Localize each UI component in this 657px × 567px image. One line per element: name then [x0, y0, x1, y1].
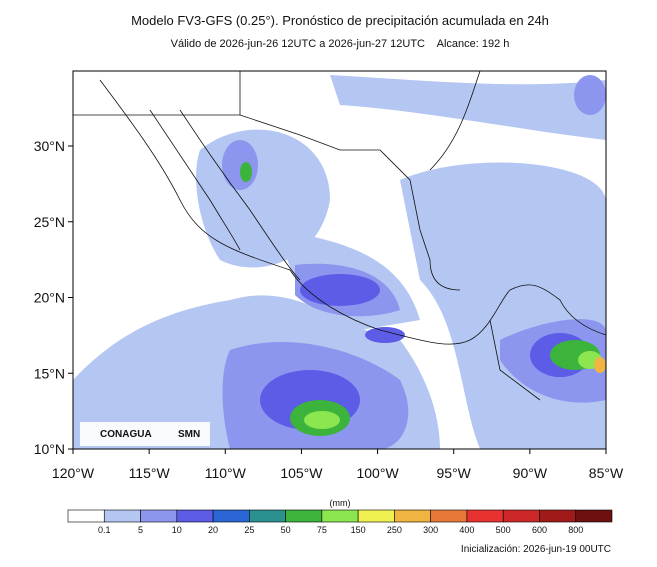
- color-swatch: [212, 509, 250, 523]
- colorbar-label: 150: [351, 525, 366, 535]
- color-swatch: [140, 509, 178, 523]
- subtitle: Válido de 2026-jun-26 12UTC a 2026-jun-2…: [171, 38, 510, 50]
- lon-label: 110°W: [205, 465, 247, 481]
- lat-label: 20°N: [34, 290, 65, 306]
- init-time: Inicialización: 2026-jun-19 00UTC: [461, 544, 611, 555]
- colorbar-label: 0.1: [98, 525, 111, 535]
- map: [72, 70, 607, 450]
- color-swatch: [176, 509, 214, 523]
- color-swatch: [575, 509, 613, 523]
- lat-label: 10°N: [34, 441, 65, 457]
- color-swatch: [394, 509, 431, 523]
- color-swatch: [466, 509, 504, 523]
- lat-label: 15°N: [34, 365, 65, 381]
- color-swatch: [103, 509, 141, 523]
- lon-label: 100°W: [356, 465, 399, 481]
- logo-text: CONAGUA: [100, 429, 152, 440]
- color-swatch: [539, 509, 577, 523]
- color-swatch: [502, 509, 540, 523]
- colorbar-label: 250: [387, 525, 402, 535]
- title: Modelo FV3-GFS (0.25°). Pronóstico de pr…: [131, 13, 549, 28]
- colorbar-label: 500: [496, 525, 511, 535]
- colorbar-label: 25: [244, 525, 254, 535]
- lat-label: 30°N: [34, 138, 65, 154]
- colorbar-label: 50: [281, 525, 291, 535]
- colorbar-label: 400: [459, 525, 474, 535]
- lon-label: 95°W: [437, 465, 472, 481]
- colorbar-unit: (mm): [330, 498, 351, 508]
- color-swatch: [321, 509, 359, 523]
- lon-label: 115°W: [129, 465, 171, 481]
- colorbar-label: 20: [208, 525, 218, 535]
- color-swatch: [430, 509, 468, 523]
- colorbar-label: 800: [568, 525, 583, 535]
- colorbar-label: 5: [138, 525, 143, 535]
- colorbar-label: 75: [317, 525, 327, 535]
- logo-text: SMN: [178, 429, 200, 440]
- lon-label: 105°W: [280, 465, 323, 481]
- color-swatch: [249, 509, 286, 523]
- color-swatch: [357, 509, 395, 523]
- color-swatch: [285, 509, 323, 523]
- lat-label: 25°N: [34, 214, 65, 230]
- color-swatch: [67, 509, 105, 523]
- colorbar-label: 600: [532, 525, 547, 535]
- lon-label: 90°W: [513, 465, 548, 481]
- lon-label: 85°W: [589, 465, 624, 481]
- colorbar-label: 300: [423, 525, 438, 535]
- colorbar-label: 10: [172, 525, 182, 535]
- logos: CONAGUA SMN: [80, 422, 210, 446]
- lon-label: 120°W: [52, 465, 95, 481]
